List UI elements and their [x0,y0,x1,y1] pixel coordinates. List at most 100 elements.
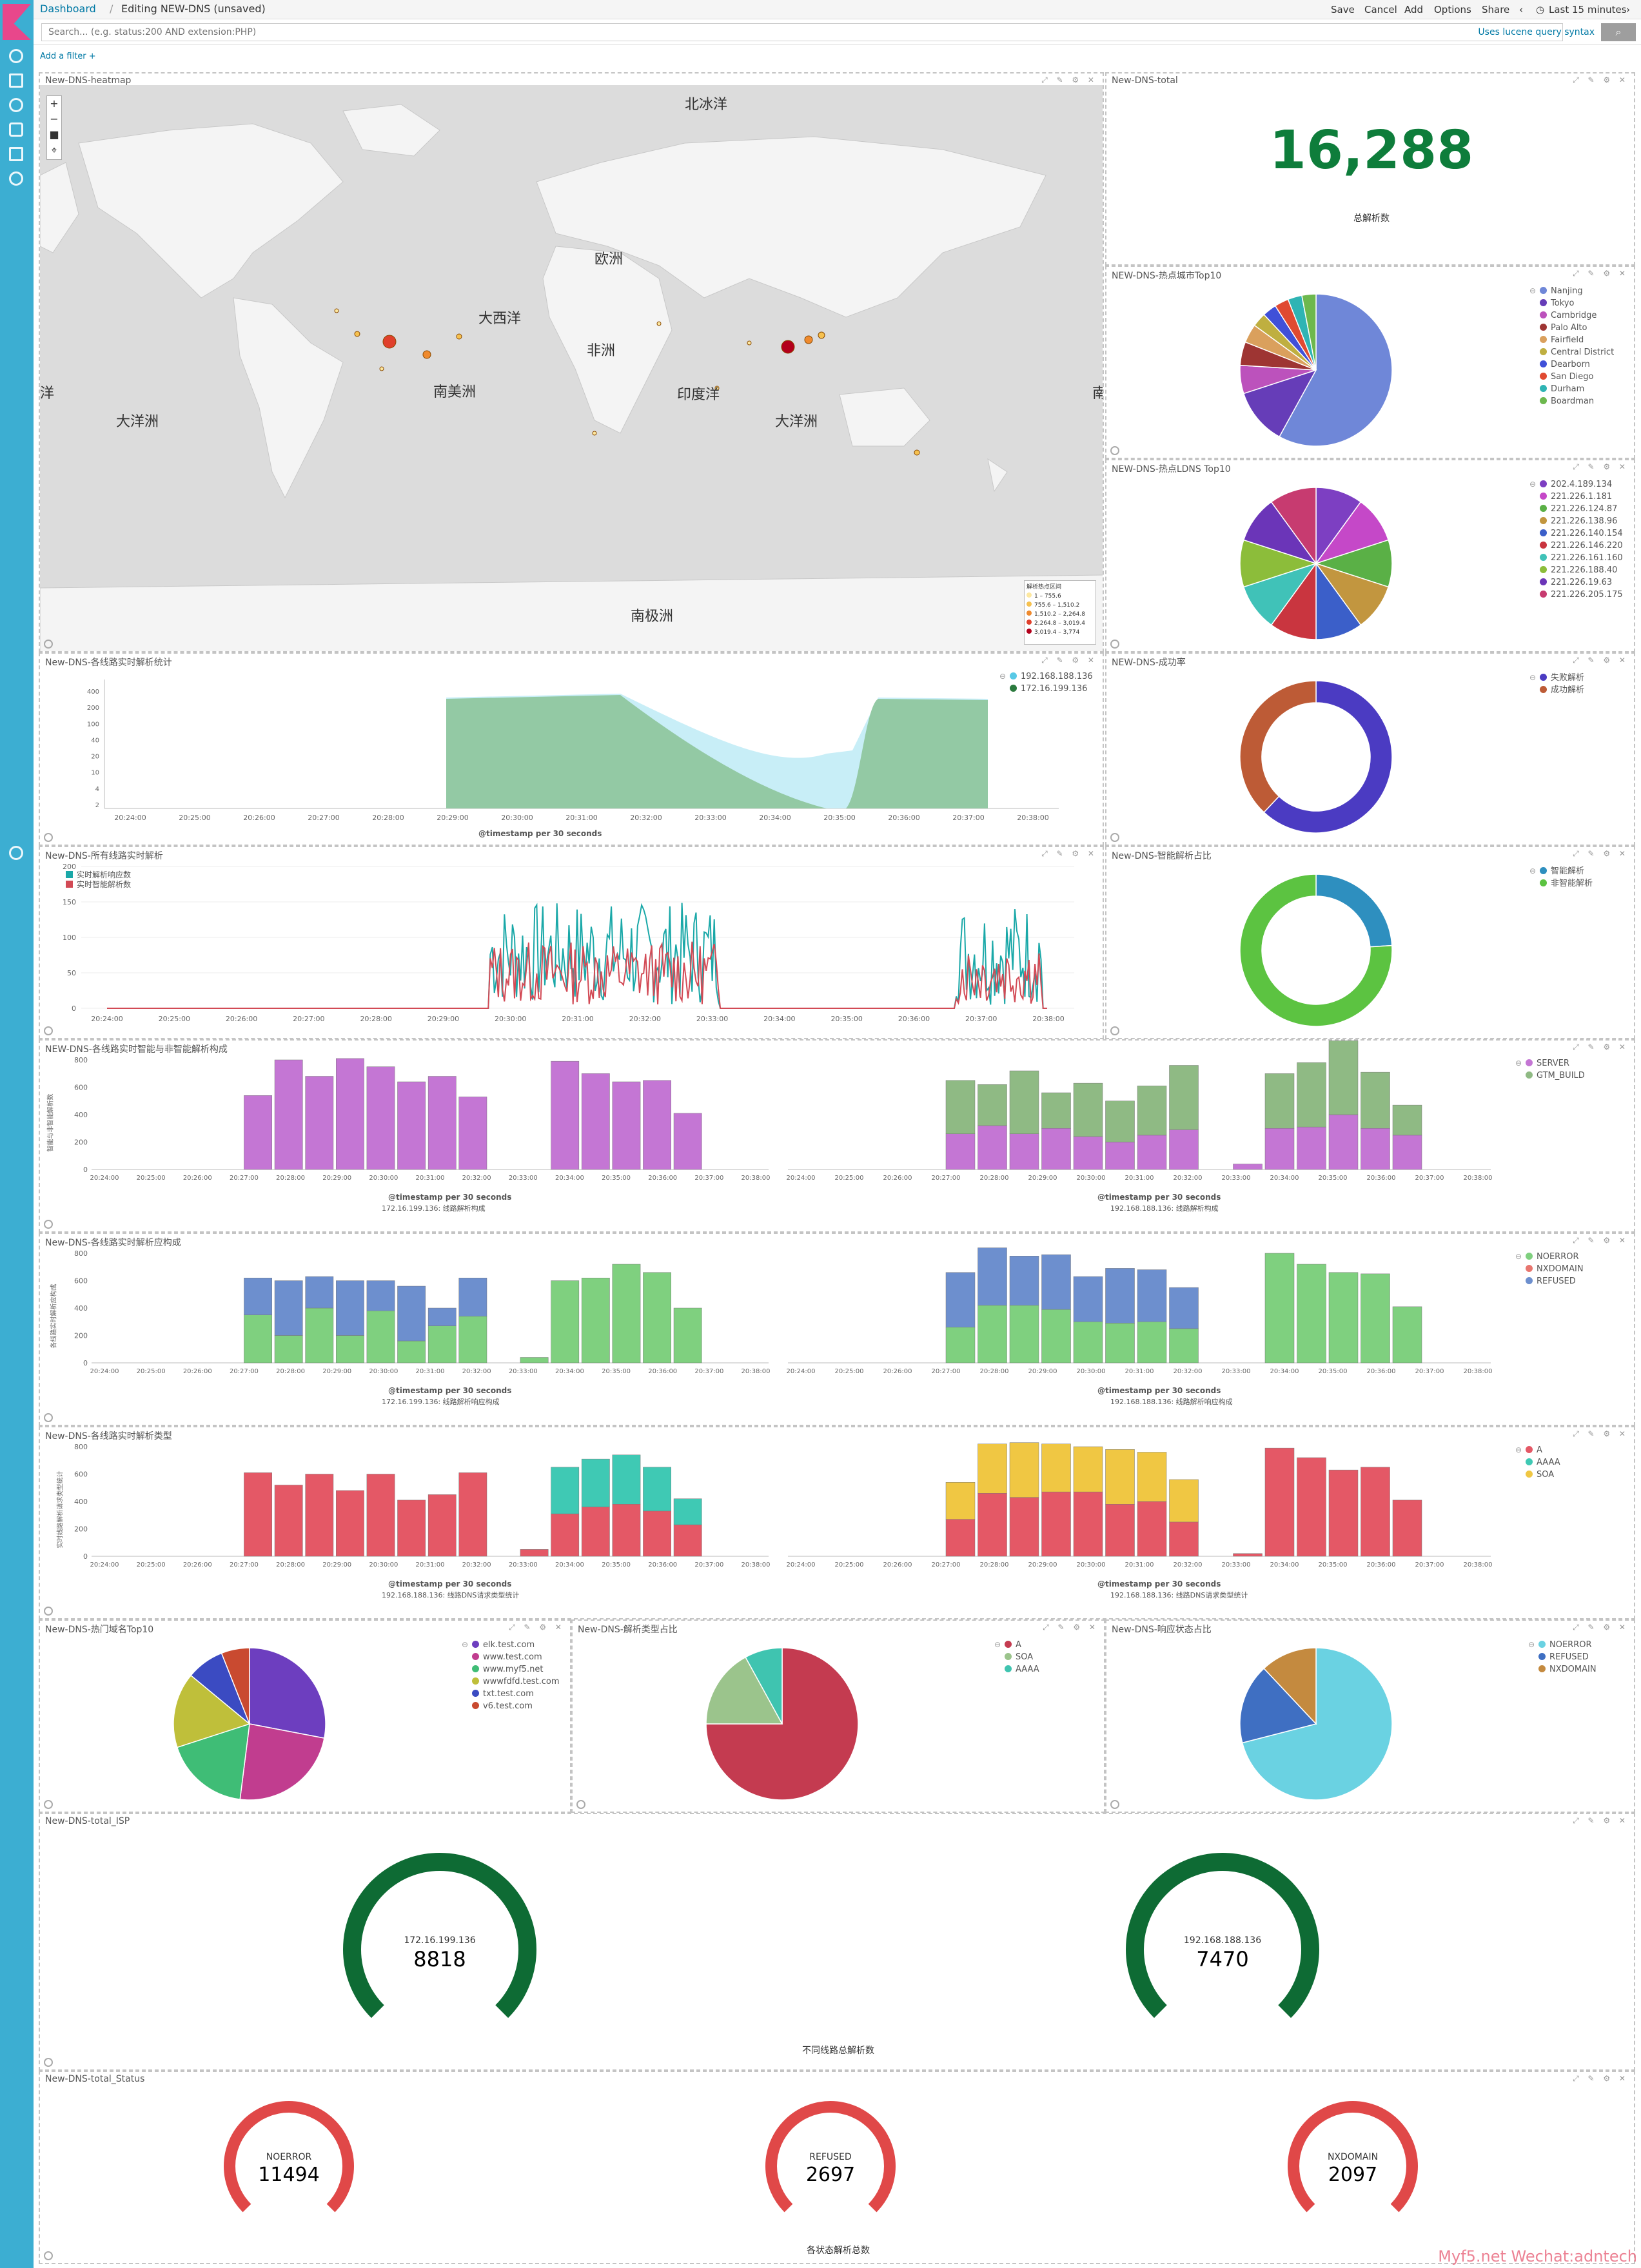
legend-toggle-icon[interactable] [44,2058,53,2067]
legend-item[interactable]: 实时智能解析数 [66,880,131,890]
stacked-bar-chart[interactable]: 800 600 400 200 020:24:00 20:25:00 20:26:00 20:… [66,1247,775,1414]
heat-point[interactable] [334,308,339,313]
bar-segment[interactable] [274,1059,303,1170]
panel-actions[interactable]: ⤢ ✎ ⚙ ✕ [1573,1623,1629,1632]
bar-segment[interactable] [551,1513,580,1557]
legend-item[interactable]: 成功解析 [1540,684,1584,696]
pie-slice[interactable] [1243,501,1317,565]
bar-segment[interactable] [1009,1133,1039,1170]
panel-actions[interactable]: ⤢ ✎ ⚙ ✕ [1573,462,1629,471]
legend-item[interactable]: ⊖ 智能解析 [1529,865,1593,877]
zoom-in-icon[interactable]: + [50,97,59,110]
bar-segment[interactable] [978,1305,1007,1364]
bar-segment[interactable] [1041,1128,1071,1170]
map-zoom-controls[interactable]: + − ■ ⌖ [46,95,62,160]
management-gear-icon[interactable] [9,171,23,186]
bar-segment[interactable] [1041,1254,1071,1310]
bar-segment[interactable] [397,1500,426,1557]
bar-segment[interactable] [673,1524,702,1557]
bar-segment[interactable] [978,1493,1007,1557]
bar-segment[interactable] [612,1454,641,1505]
legend-item[interactable]: www.test.com [472,1651,560,1663]
legend-toggle-icon[interactable] [44,1607,53,1616]
draw-rect-icon[interactable]: ■ [49,128,59,141]
legend-item[interactable]: Central District [1540,346,1614,358]
bar-segment[interactable] [305,1076,334,1170]
pie-slice[interactable] [1315,562,1390,626]
bar-segment[interactable] [1328,1469,1359,1557]
bar-segment[interactable] [1073,1082,1103,1137]
panel-actions[interactable]: ⤢ ✎ ⚙ ✕ [1573,656,1629,665]
bar-segment[interactable] [1297,1062,1326,1128]
bar-segment[interactable] [1169,1287,1199,1329]
panel-actions[interactable]: ⤢ ✎ ⚙ ✕ [1573,2074,1629,2083]
qtype-realtime-legend[interactable]: ⊖ A AAAA SOA [1515,1444,1560,1481]
legend-item[interactable]: ⊖ 失败解析 [1529,672,1584,684]
heat-point[interactable] [382,335,397,349]
stacked-bar-chart[interactable]: 800 600 400 200 020:24:00 20:25:00 20:26:00 20:… [66,1053,775,1221]
success-legend[interactable]: ⊖ 失败解析 成功解析 [1529,672,1584,696]
line-stat-legend[interactable]: ⊖ 192.168.188.136 172.16.199.136 [999,670,1093,695]
bar-segment[interactable] [643,1467,671,1512]
lucene-syntax-link[interactable]: Uses lucene query syntax [1478,27,1595,37]
bar-segment[interactable] [305,1474,334,1557]
pie-slice[interactable] [745,1647,783,1725]
bar-segment[interactable] [274,1485,303,1557]
legend-collapse-icon[interactable]: ⊖ [1529,286,1537,295]
legend-toggle-icon[interactable] [44,833,53,842]
legend-collapse-icon[interactable]: ⊖ [1515,1445,1522,1454]
bar-segment[interactable] [1169,1521,1199,1557]
legend-item[interactable]: www.myf5.net [472,1663,560,1676]
panel-actions[interactable]: ⤢ ✎ ⚙ ✕ [1573,849,1629,858]
legend-toggle-icon[interactable] [44,640,53,649]
legend-item[interactable]: ⊖ 192.168.188.136 [999,670,1093,683]
legend-item[interactable]: wwwfdfd.test.com [472,1676,560,1688]
bar-segment[interactable] [1361,1273,1390,1364]
bar-segment[interactable] [945,1080,976,1134]
bar-segment[interactable] [336,1280,364,1336]
legend-item[interactable]: ⊖ NOERROR [1515,1251,1584,1263]
bar-segment[interactable] [945,1133,976,1170]
bar-segment[interactable] [1137,1086,1167,1136]
bar-segment[interactable] [945,1327,976,1364]
search-input[interactable] [41,23,1563,41]
pie-slice[interactable] [1241,1647,1393,1801]
stacked-bar-chart[interactable]: 20:24:00 20:25:00 20:26:00 20:27:00 20:28:00… [787,1440,1497,1608]
bar-segment[interactable] [1009,1497,1039,1557]
add-button[interactable]: Add [1404,4,1424,15]
bar-segment[interactable] [1009,1256,1039,1305]
bar-segment[interactable] [1233,1553,1263,1557]
visualize-icon[interactable] [9,73,23,88]
panel-actions[interactable]: ⤢ ✎ ⚙ ✕ [1573,1236,1629,1245]
bar-segment[interactable] [427,1307,457,1326]
legend-collapse-icon[interactable]: ⊖ [1529,480,1537,489]
bar-segment[interactable] [427,1494,457,1557]
pie-slice[interactable] [1263,1647,1317,1725]
bar-segment[interactable] [612,1264,641,1364]
legend-collapse-icon[interactable]: ⊖ [1529,673,1537,682]
search-button[interactable]: ⌕ [1601,23,1636,41]
gauge-arc[interactable] [765,2101,896,2213]
pie-slice[interactable] [705,1656,783,1725]
breadcrumb-dashboard-link[interactable]: Dashboard [40,3,96,15]
city-pie-chart[interactable] [1106,267,1393,447]
bar-segment[interactable] [1328,1272,1359,1364]
legend-item[interactable]: San Diego [1540,371,1614,383]
bar-segment[interactable] [366,1311,395,1364]
panel-actions[interactable]: ⤢ ✎ ⚙ ✕ [1041,849,1097,858]
legend-item[interactable]: 221.226.138.96 [1540,515,1623,527]
panel-actions[interactable]: ⤢ ✎ ⚙ ✕ [1573,75,1629,84]
bar-segment[interactable] [551,1467,580,1514]
heat-point[interactable] [747,340,752,346]
heat-point[interactable] [804,335,813,344]
bar-segment[interactable] [305,1307,334,1364]
heat-point[interactable] [379,366,384,371]
bar-segment[interactable] [643,1080,671,1170]
heat-point[interactable] [456,333,462,340]
legend-collapse-icon[interactable]: ⊖ [999,672,1007,681]
status-pie-legend[interactable]: ⊖ NOERROR REFUSED NXDOMAIN [1528,1639,1597,1676]
panel-actions[interactable]: ⤢ ✎ ⚙ ✕ [1573,269,1629,278]
gauge-arc[interactable] [343,1853,536,2019]
pie-slice[interactable] [1239,539,1318,588]
pie-slice[interactable] [1263,680,1393,834]
